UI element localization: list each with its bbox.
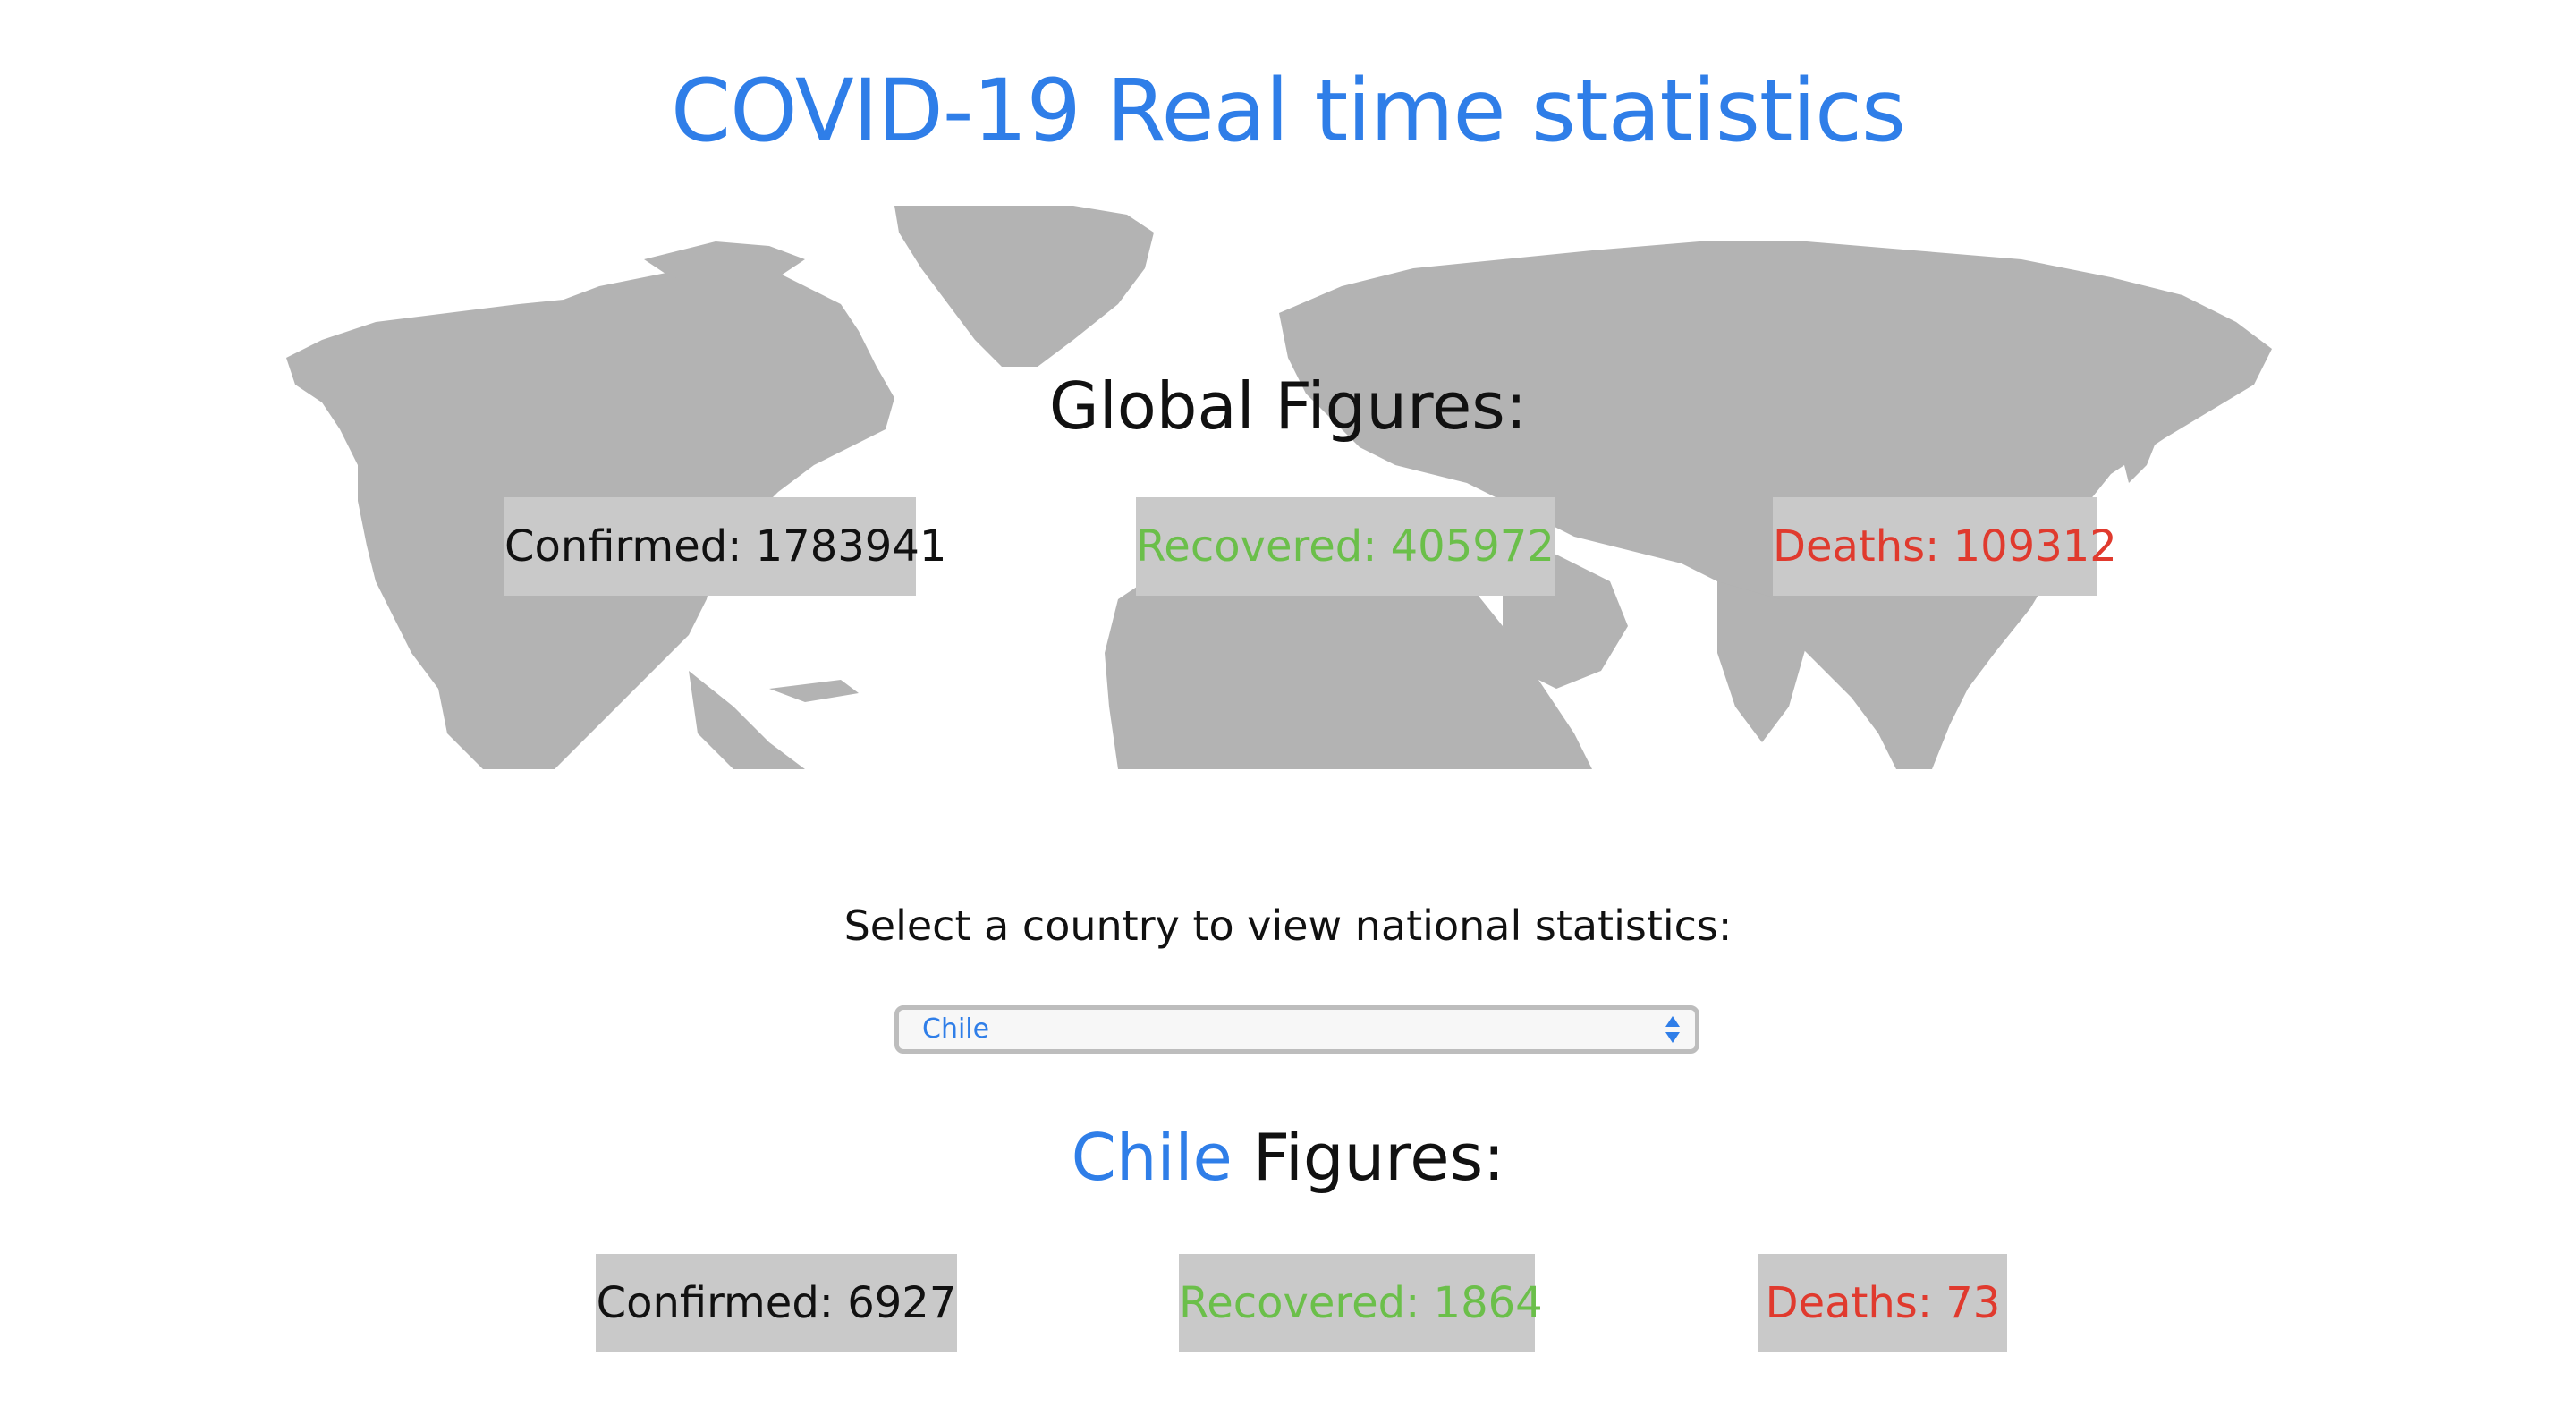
country-recovered-box: Recovered: 1864 (1179, 1254, 1543, 1352)
global-deaths-box: Deaths: 109312 (1773, 497, 2117, 596)
country-confirmed-box: Confirmed: 6927 (596, 1254, 957, 1352)
country-deaths-box: Deaths: 73 (1758, 1254, 2007, 1352)
world-map-image (286, 206, 2272, 769)
country-select[interactable]: Chile (894, 1005, 1699, 1054)
select-up-down-arrows-icon (1665, 1016, 1680, 1043)
page-title: COVID-19 Real time statistics (671, 61, 1906, 161)
country-figures-heading: Chile Figures: (0, 1113, 2576, 1202)
global-recovered-box: Recovered: 405972 (1136, 497, 1555, 596)
greenland-shape (894, 206, 1154, 367)
global-figures-heading: Global Figures: (1048, 368, 1528, 444)
global-confirmed-box: Confirmed: 1783941 (504, 497, 946, 596)
africa-shape (1105, 546, 1592, 769)
country-select-value: Chile (922, 1013, 990, 1045)
country-name: Chile (1071, 1120, 1233, 1195)
country-heading-suffix: Figures: (1232, 1120, 1505, 1195)
country-select-label: Select a country to view national statis… (843, 902, 1733, 950)
